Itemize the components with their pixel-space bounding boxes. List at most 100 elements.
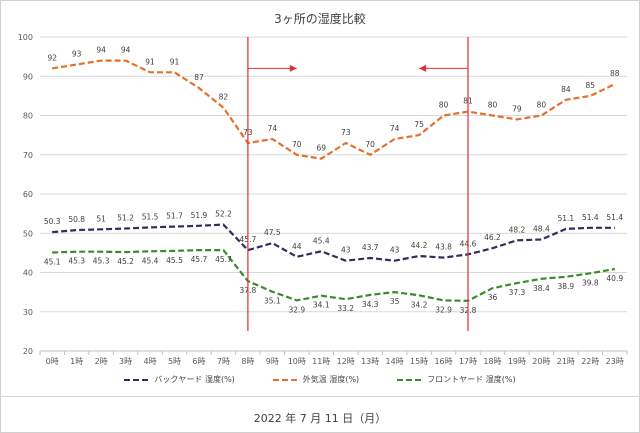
data-label: 51.5 [142, 212, 159, 221]
data-label: 43.7 [362, 243, 379, 252]
data-label: 50.3 [44, 217, 61, 226]
data-label: 32.9 [435, 305, 452, 314]
x-tick-label: 3時 [119, 357, 132, 366]
data-label: 44.2 [411, 241, 428, 250]
legend-label-outdoor: 外気温 湿度(%) [302, 375, 360, 384]
annotation-arrow-head [419, 64, 427, 72]
x-tick-label: 1時 [70, 357, 83, 366]
x-tick-label: 22時 [581, 357, 599, 366]
data-label: 38.4 [533, 284, 550, 293]
x-tick-label: 0時 [46, 357, 59, 366]
chart-legend: バックヤード 湿度(%) 外気温 湿度(%) フロントヤード 湿度(%) [0, 374, 640, 385]
x-tick-label: 4時 [144, 357, 157, 366]
x-tick-label: 9時 [266, 357, 279, 366]
data-label: 38.9 [558, 282, 575, 291]
data-label: 52.2 [215, 210, 232, 219]
data-label: 74 [390, 124, 400, 133]
data-label: 34.1 [313, 301, 330, 310]
y-tick-label: 80 [23, 112, 33, 121]
y-tick-label: 50 [23, 229, 33, 238]
series-line [52, 59, 616, 160]
data-label: 80 [439, 101, 449, 110]
y-tick-label: 90 [23, 72, 33, 81]
data-label: 45.1 [44, 257, 61, 266]
data-label: 34.3 [362, 300, 379, 309]
legend-swatch-outdoor [272, 378, 297, 381]
data-label: 43 [390, 246, 400, 255]
legend-label-backyard: バックヤード 湿度(%) [154, 375, 235, 384]
annotation-arrow-head [289, 64, 297, 72]
humidity-line-chart: 20 30 40 50 60 70 80 90 100 0時 1時 2時 3時 4時 5時 6時 7時 8時 9時 1… [18, 33, 628, 366]
data-label: 48.4 [533, 225, 550, 234]
data-label: 45.3 [68, 257, 85, 266]
x-tick-label: 14時 [386, 357, 404, 366]
data-label: 50.8 [68, 215, 85, 224]
data-label: 45.4 [142, 256, 159, 265]
x-tick-label: 7時 [217, 357, 230, 366]
data-label: 69 [316, 144, 326, 153]
data-label: 45.4 [313, 236, 330, 245]
x-tick-label: 23時 [606, 357, 624, 366]
data-label: 51.4 [606, 213, 623, 222]
data-label: 51 [96, 214, 106, 223]
data-label: 40.9 [606, 274, 623, 283]
data-label: 91 [170, 57, 180, 66]
data-label: 45.3 [93, 257, 110, 266]
footer-divider [0, 396, 640, 397]
y-tick-label: 70 [23, 151, 33, 160]
data-label: 33.2 [337, 304, 354, 313]
data-label: 45.5 [166, 256, 183, 265]
legend-item-frontyard: フロントヤード 湿度(%) [397, 374, 516, 385]
data-label: 51.2 [117, 214, 134, 223]
legend-swatch-backyard [124, 378, 149, 381]
data-label: 80 [537, 101, 547, 110]
data-label: 73 [341, 128, 351, 137]
legend-item-backyard: バックヤード 湿度(%) [124, 374, 235, 385]
data-label: 70 [365, 140, 375, 149]
data-label: 34.2 [411, 300, 428, 309]
x-tick-label: 18時 [483, 357, 501, 366]
data-label: 39.8 [582, 278, 599, 287]
legend-label-frontyard: フロントヤード 湿度(%) [427, 375, 516, 384]
x-tick-label: 13時 [361, 357, 379, 366]
data-label: 82 [219, 93, 229, 102]
data-label: 94 [121, 46, 131, 55]
data-label: 92 [47, 53, 57, 62]
data-label: 36 [488, 293, 498, 302]
data-label: 43 [341, 246, 351, 255]
data-label: 45.7 [191, 255, 208, 264]
data-label: 75 [414, 120, 424, 129]
data-label: 87 [194, 73, 204, 82]
data-label: 45.2 [117, 257, 134, 266]
data-label: 51.9 [191, 211, 208, 220]
x-tick-label: 21時 [557, 357, 575, 366]
data-label: 88 [610, 69, 620, 78]
y-tick-label: 20 [23, 347, 33, 356]
data-label: 74 [268, 124, 278, 133]
data-label: 79 [512, 104, 522, 113]
data-label: 51.1 [558, 214, 575, 223]
x-tick-label: 5時 [168, 357, 181, 366]
data-label: 84 [561, 85, 571, 94]
x-tick-label: 17時 [459, 357, 477, 366]
x-tick-label: 15時 [410, 357, 428, 366]
data-label: 47.5 [264, 228, 281, 237]
x-tick-label: 8時 [241, 357, 254, 366]
data-label: 93 [72, 49, 82, 58]
data-label: 44 [292, 242, 302, 251]
data-label: 48.2 [509, 225, 526, 234]
data-label: 43.8 [435, 243, 452, 252]
chart-date: 2022 年 7 月 11 日（月） [253, 412, 387, 425]
x-tick-label: 20時 [532, 357, 550, 366]
x-tick-label: 6時 [192, 357, 205, 366]
x-tick-label: 16時 [434, 357, 452, 366]
data-label: 91 [145, 57, 155, 66]
legend-swatch-frontyard [397, 378, 422, 381]
x-tick-label: 2時 [95, 357, 108, 366]
data-label: 70 [292, 140, 302, 149]
chart-title: 3ヶ所の湿度比較 [274, 12, 366, 26]
legend-item-outdoor: 外気温 湿度(%) [272, 374, 360, 385]
x-tick-label: 19時 [508, 357, 526, 366]
data-label: 37.3 [509, 288, 526, 297]
x-tick-label: 10時 [288, 357, 306, 366]
